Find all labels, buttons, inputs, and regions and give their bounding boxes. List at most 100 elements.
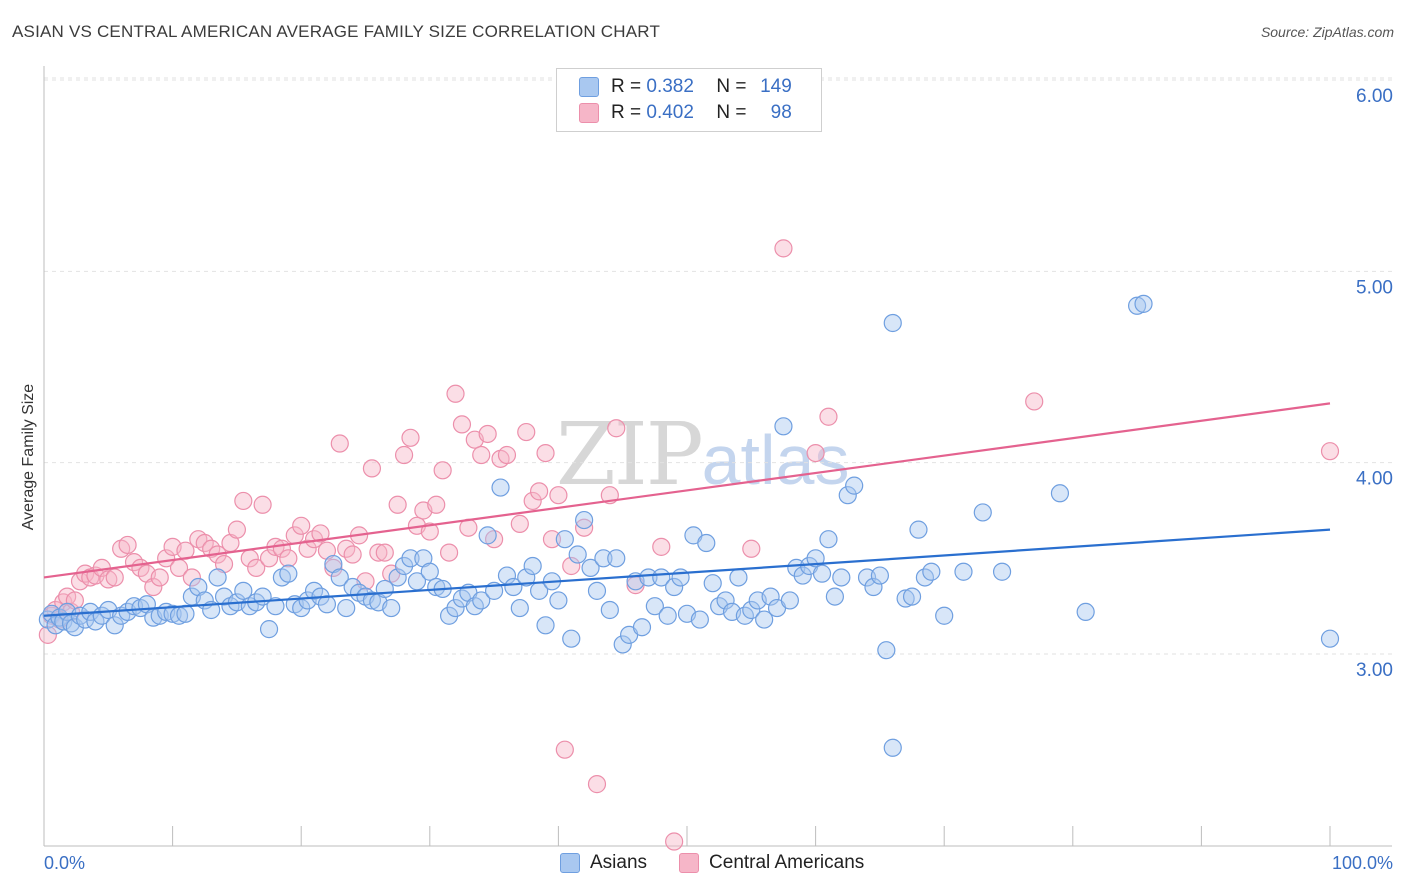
asian-point[interactable] [883,738,902,757]
asian-point[interactable] [427,577,446,597]
central-american-point[interactable] [652,537,671,556]
central-american-point[interactable] [369,543,388,562]
asian-point[interactable] [266,597,285,616]
central-american-point[interactable] [587,775,607,794]
asian-point[interactable] [613,635,632,654]
asian-point[interactable] [575,510,594,530]
central-american-point[interactable] [99,570,118,589]
asian-point[interactable] [832,568,851,587]
asian-point[interactable] [510,598,529,618]
central-american-point[interactable] [555,740,574,759]
central-american-point[interactable] [665,832,684,851]
asian-point[interactable] [697,533,716,553]
asian-point[interactable] [600,600,619,620]
central-american-point[interactable] [394,445,414,465]
asian-point[interactable] [909,520,928,539]
central-american-point[interactable] [530,482,549,501]
asian-point[interactable] [632,618,652,637]
asian-point[interactable] [922,562,941,581]
asian-point[interactable] [870,566,890,585]
central-american-point[interactable] [388,495,407,514]
central-american-point[interactable] [472,445,491,465]
asian-point[interactable] [1076,602,1095,622]
asian-point[interactable] [645,597,664,616]
central-american-point[interactable] [517,422,536,442]
asian-point[interactable] [517,568,536,587]
central-american-point[interactable] [549,486,568,505]
asian-point[interactable] [703,574,722,593]
central-american-point[interactable] [478,424,497,444]
central-american-point[interactable] [420,522,439,541]
asian-point[interactable] [729,568,748,587]
asian-point[interactable] [362,591,382,610]
asian-point[interactable] [774,417,793,436]
central-american-point[interactable] [279,549,298,568]
central-american-point[interactable] [433,461,452,480]
asian-point[interactable] [896,589,915,608]
central-american-point[interactable] [774,239,793,258]
asian-point[interactable] [954,562,973,581]
asian-point[interactable] [825,587,844,606]
asian-point[interactable] [330,568,349,587]
central-american-point[interactable] [542,530,562,549]
asian-point[interactable] [176,604,195,623]
asian-point[interactable] [1320,629,1340,648]
asian-point[interactable] [1127,296,1147,315]
asian-point[interactable] [780,591,799,610]
central-american-point[interactable] [362,459,382,478]
central-american-point[interactable] [439,543,459,562]
asian-point[interactable] [163,604,182,623]
central-american-point[interactable] [819,407,838,426]
asian-point[interactable] [838,486,857,505]
asian-point[interactable] [755,610,774,629]
asian-point[interactable] [105,616,124,635]
central-american-point[interactable] [375,543,394,562]
asian-point[interactable] [877,641,896,660]
asian-point[interactable] [935,606,954,625]
asian-point[interactable] [234,581,253,600]
asian-point[interactable] [864,577,883,597]
asian-point[interactable] [665,577,684,597]
asian-point[interactable] [536,616,555,635]
asian-point[interactable] [793,566,812,585]
central-american-point[interactable] [446,384,465,403]
central-american-point[interactable] [118,535,137,555]
central-american-point[interactable] [806,444,825,463]
asian-point[interactable] [549,591,568,610]
asian-point[interactable] [902,587,922,606]
asian-point[interactable] [845,476,864,495]
central-american-point[interactable] [343,545,362,564]
central-american-point[interactable] [182,568,201,587]
asian-point[interactable] [819,530,838,549]
asian-point[interactable] [472,591,491,610]
central-american-point[interactable] [742,539,761,558]
central-american-point[interactable] [38,625,57,644]
asian-point[interactable] [581,558,600,578]
asian-point[interactable] [883,313,902,333]
asian-point[interactable] [639,568,658,587]
central-american-point[interactable] [227,520,246,539]
asian-point[interactable] [382,598,401,618]
asian-point[interactable] [742,600,761,620]
asian-point[interactable] [658,606,677,625]
asian-point[interactable] [562,629,581,648]
asian-point[interactable] [761,587,780,606]
central-american-point[interactable] [247,558,266,578]
asian-point[interactable] [337,598,356,618]
central-american-point[interactable] [330,434,349,453]
asian-point[interactable] [401,549,420,568]
central-american-point[interactable] [150,568,169,587]
central-american-point[interactable] [427,495,446,514]
central-american-point[interactable] [523,491,542,511]
asian-point[interactable] [65,618,84,637]
central-american-point[interactable] [510,514,529,533]
asian-point[interactable] [279,564,298,583]
central-american-point[interactable] [562,556,581,576]
asian-point[interactable] [992,562,1012,581]
asian-point[interactable] [420,562,439,581]
asian-point[interactable] [259,620,279,639]
central-american-point[interactable] [607,419,626,438]
central-american-point[interactable] [292,516,311,535]
legend-item-central-americans[interactable]: Central Americans [679,852,864,874]
central-american-point[interactable] [311,524,330,543]
